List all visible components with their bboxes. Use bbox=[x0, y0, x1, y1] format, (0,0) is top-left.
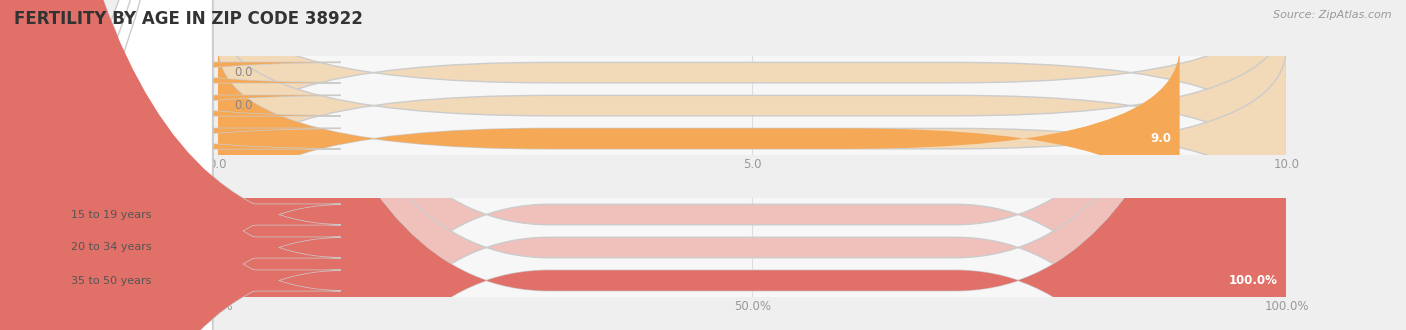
FancyBboxPatch shape bbox=[0, 0, 340, 330]
FancyBboxPatch shape bbox=[218, 0, 1286, 330]
Text: 9.0: 9.0 bbox=[1150, 132, 1171, 145]
FancyBboxPatch shape bbox=[0, 47, 340, 231]
FancyBboxPatch shape bbox=[218, 47, 1286, 231]
FancyBboxPatch shape bbox=[0, 0, 340, 330]
FancyBboxPatch shape bbox=[0, 47, 340, 231]
Text: 35 to 50 years: 35 to 50 years bbox=[70, 134, 152, 144]
FancyBboxPatch shape bbox=[0, 0, 340, 330]
Text: 20 to 34 years: 20 to 34 years bbox=[70, 101, 152, 111]
Text: 0.0: 0.0 bbox=[233, 66, 253, 79]
Text: 0.0%: 0.0% bbox=[233, 208, 263, 221]
FancyBboxPatch shape bbox=[0, 14, 340, 198]
Text: Source: ZipAtlas.com: Source: ZipAtlas.com bbox=[1274, 10, 1392, 20]
FancyBboxPatch shape bbox=[218, 0, 1286, 165]
Text: FERTILITY BY AGE IN ZIP CODE 38922: FERTILITY BY AGE IN ZIP CODE 38922 bbox=[14, 10, 363, 28]
FancyBboxPatch shape bbox=[0, 0, 340, 330]
FancyBboxPatch shape bbox=[0, 0, 340, 330]
Text: 35 to 50 years: 35 to 50 years bbox=[70, 276, 152, 285]
FancyBboxPatch shape bbox=[0, 0, 340, 165]
FancyBboxPatch shape bbox=[0, 14, 340, 198]
Text: 15 to 19 years: 15 to 19 years bbox=[70, 68, 152, 78]
FancyBboxPatch shape bbox=[218, 0, 1286, 330]
Text: 15 to 19 years: 15 to 19 years bbox=[70, 210, 152, 219]
Text: 20 to 34 years: 20 to 34 years bbox=[70, 243, 152, 252]
FancyBboxPatch shape bbox=[218, 47, 1180, 231]
FancyBboxPatch shape bbox=[218, 0, 1286, 330]
FancyBboxPatch shape bbox=[0, 0, 340, 165]
Text: 0.0%: 0.0% bbox=[233, 241, 263, 254]
Text: 0.0: 0.0 bbox=[233, 99, 253, 112]
Text: 100.0%: 100.0% bbox=[1229, 274, 1278, 287]
FancyBboxPatch shape bbox=[218, 0, 1286, 330]
FancyBboxPatch shape bbox=[218, 14, 1286, 198]
FancyBboxPatch shape bbox=[0, 0, 340, 330]
